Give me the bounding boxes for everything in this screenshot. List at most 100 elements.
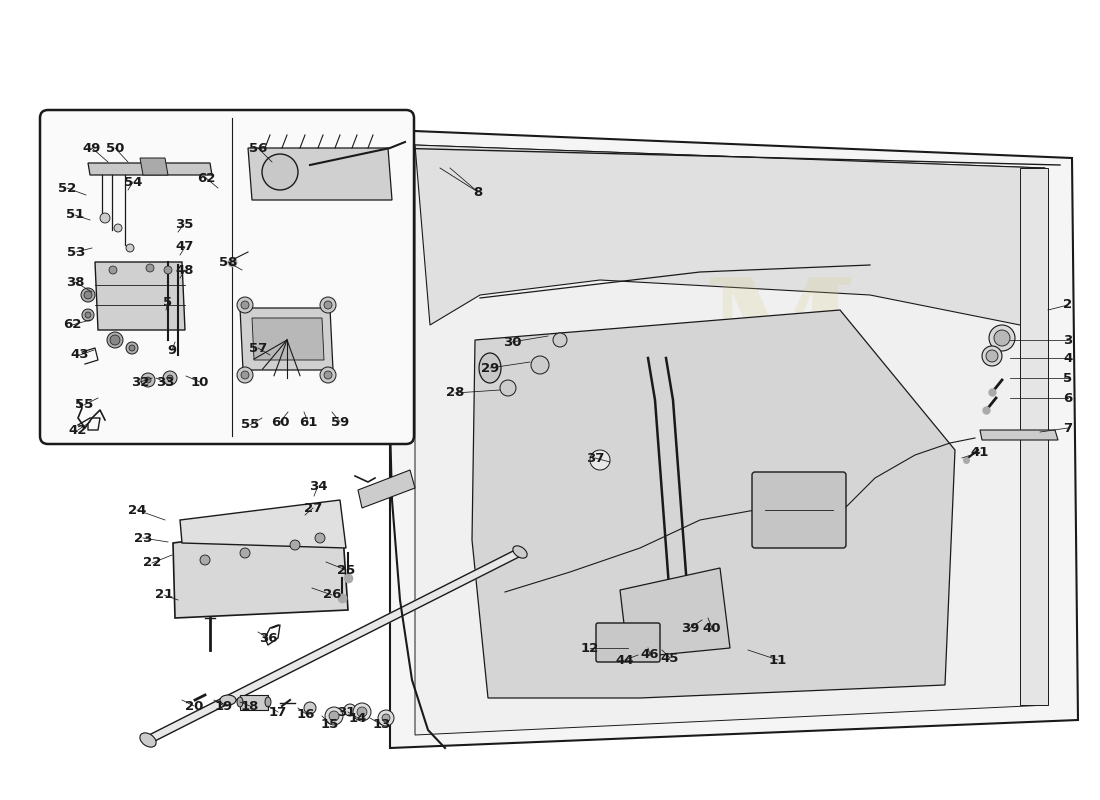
Circle shape	[382, 714, 390, 722]
Ellipse shape	[513, 546, 527, 558]
Circle shape	[986, 350, 998, 362]
Polygon shape	[95, 262, 185, 330]
Text: 6: 6	[1064, 391, 1072, 405]
Circle shape	[324, 371, 332, 379]
Text: 59: 59	[331, 415, 349, 429]
Text: 28: 28	[446, 386, 464, 399]
Text: 50: 50	[106, 142, 124, 154]
Text: 29: 29	[481, 362, 499, 374]
Circle shape	[994, 330, 1010, 346]
Text: 4: 4	[1064, 351, 1072, 365]
Text: 40: 40	[703, 622, 722, 634]
Text: 35: 35	[175, 218, 194, 230]
Circle shape	[167, 375, 173, 381]
Circle shape	[241, 301, 249, 309]
Text: 5: 5	[1064, 371, 1072, 385]
Text: 23: 23	[134, 531, 152, 545]
Text: 10: 10	[190, 375, 209, 389]
Text: 32: 32	[131, 375, 150, 389]
Circle shape	[320, 367, 336, 383]
Circle shape	[531, 356, 549, 374]
Circle shape	[163, 371, 177, 385]
Text: 37: 37	[586, 451, 604, 465]
Polygon shape	[472, 310, 955, 698]
FancyBboxPatch shape	[752, 472, 846, 548]
Circle shape	[241, 371, 249, 379]
Text: 2: 2	[1064, 298, 1072, 311]
Circle shape	[315, 533, 324, 543]
Text: 60: 60	[271, 415, 289, 429]
Circle shape	[553, 333, 566, 347]
Text: G: G	[695, 315, 825, 465]
Circle shape	[236, 367, 253, 383]
Polygon shape	[358, 470, 415, 508]
Text: M: M	[703, 273, 857, 407]
Circle shape	[353, 703, 371, 721]
Polygon shape	[173, 520, 348, 618]
Polygon shape	[980, 430, 1058, 440]
Text: 14: 14	[349, 711, 367, 725]
Text: 48: 48	[176, 263, 195, 277]
Circle shape	[100, 213, 110, 223]
Text: 55: 55	[241, 418, 260, 431]
Text: 36: 36	[258, 631, 277, 645]
Text: 62: 62	[63, 318, 81, 331]
Text: 56: 56	[249, 142, 267, 154]
Circle shape	[262, 154, 298, 190]
Polygon shape	[240, 308, 333, 370]
Text: 53: 53	[67, 246, 85, 258]
Circle shape	[84, 291, 92, 299]
Text: 52: 52	[58, 182, 76, 194]
Text: 58: 58	[219, 255, 238, 269]
Text: 31: 31	[337, 706, 355, 718]
Ellipse shape	[236, 697, 243, 707]
Circle shape	[324, 707, 343, 725]
Circle shape	[141, 373, 155, 387]
Circle shape	[85, 312, 91, 318]
FancyBboxPatch shape	[596, 623, 660, 662]
Text: 24: 24	[128, 503, 146, 517]
Text: 26: 26	[322, 589, 341, 602]
Ellipse shape	[140, 733, 156, 747]
Circle shape	[320, 297, 336, 313]
Text: 47: 47	[176, 241, 195, 254]
Circle shape	[107, 332, 123, 348]
Text: 21: 21	[155, 589, 173, 602]
Circle shape	[109, 266, 117, 274]
Text: 16: 16	[297, 707, 316, 721]
FancyBboxPatch shape	[40, 110, 414, 444]
Text: 55: 55	[75, 398, 94, 411]
Text: 39: 39	[681, 622, 700, 634]
Polygon shape	[415, 145, 1045, 330]
Circle shape	[290, 540, 300, 550]
Ellipse shape	[220, 695, 236, 705]
Text: 34: 34	[309, 479, 328, 493]
Text: 13: 13	[373, 718, 392, 731]
Text: 61: 61	[299, 415, 317, 429]
Text: 54: 54	[124, 175, 142, 189]
Polygon shape	[390, 130, 1078, 748]
Text: 27: 27	[304, 502, 322, 514]
Circle shape	[500, 380, 516, 396]
Polygon shape	[180, 500, 346, 548]
Circle shape	[304, 702, 316, 714]
Text: 38: 38	[66, 275, 85, 289]
Circle shape	[164, 266, 172, 274]
Text: 17: 17	[268, 706, 287, 718]
Text: 30: 30	[503, 335, 521, 349]
Circle shape	[81, 288, 95, 302]
Polygon shape	[240, 695, 268, 710]
Circle shape	[126, 342, 138, 354]
Circle shape	[240, 548, 250, 558]
Circle shape	[146, 264, 154, 272]
Polygon shape	[88, 163, 212, 175]
Circle shape	[126, 244, 134, 252]
Text: 33: 33	[156, 375, 174, 389]
Polygon shape	[415, 145, 1048, 735]
Circle shape	[145, 377, 151, 383]
Text: 49: 49	[82, 142, 101, 154]
Text: 3: 3	[1064, 334, 1072, 346]
Text: 25: 25	[337, 563, 355, 577]
Circle shape	[110, 335, 120, 345]
Text: 5: 5	[164, 295, 173, 309]
